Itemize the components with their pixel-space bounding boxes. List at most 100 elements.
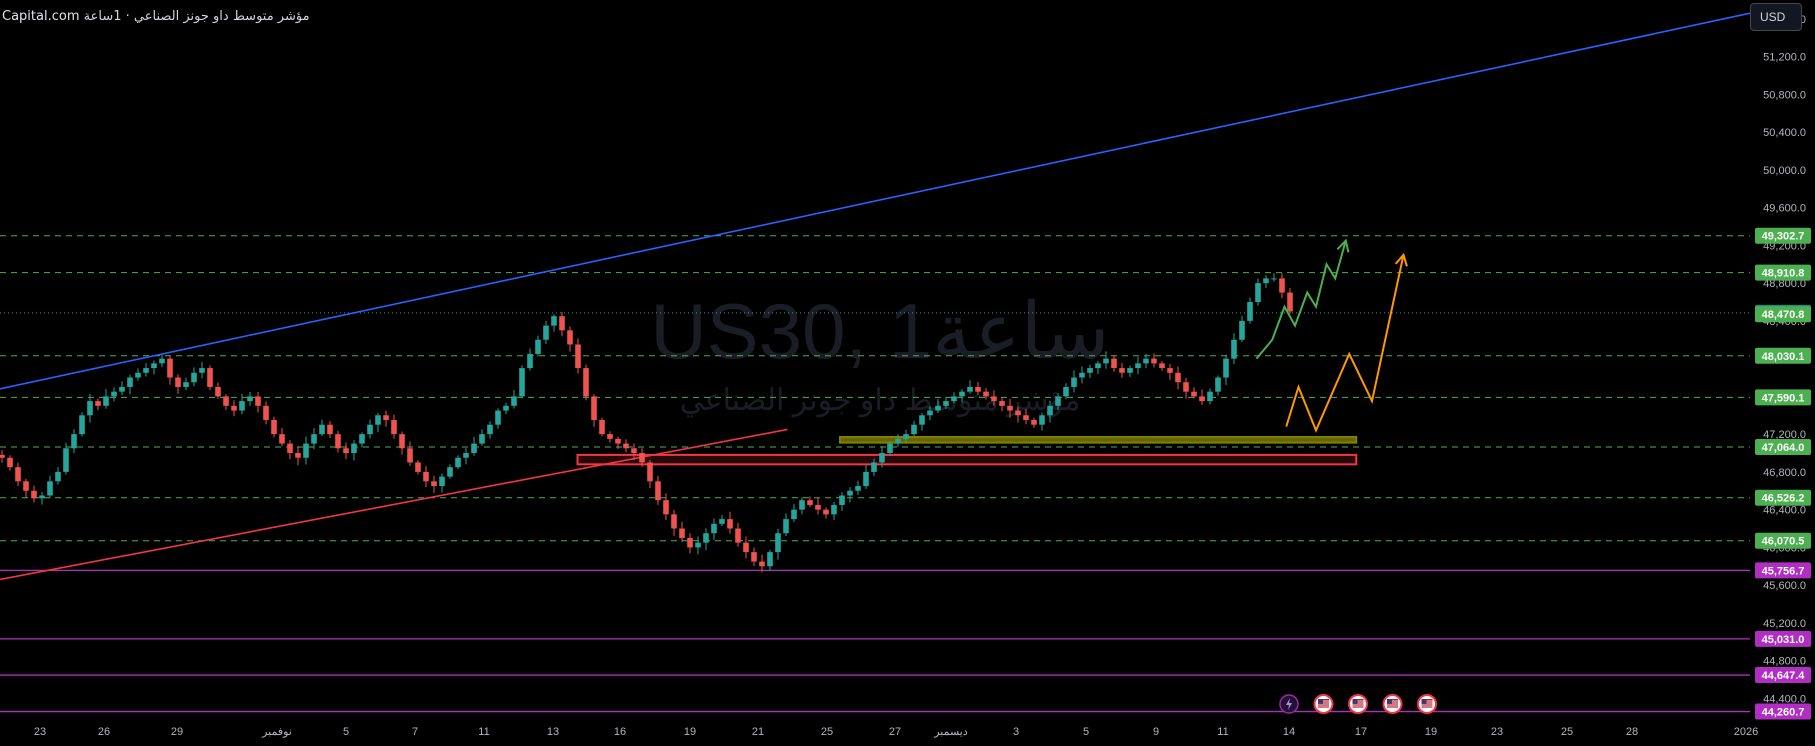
candle-body [991,396,997,402]
candle-body [415,462,421,472]
candle-body [631,448,637,454]
flash-icon[interactable] [1279,694,1299,714]
event-markers[interactable] [1279,694,1437,714]
projection-path [1285,254,1405,433]
badge-bg [1755,630,1811,647]
projection-arrowhead [1394,252,1408,267]
watermark-symbol: US30, 1ساعة [650,287,1109,375]
candle-body [1127,368,1133,373]
candle-body [1151,358,1157,364]
candle-body [343,448,349,454]
candle-body [639,453,645,463]
flag-canton [1318,699,1323,704]
flag-field [1421,699,1433,708]
currency-button[interactable]: USD [1750,3,1802,31]
candle-body [1231,339,1237,359]
badge-bg [1755,562,1811,579]
candle-body [367,424,373,435]
horizontal-levels [0,235,1750,713]
zone-rect [839,435,1358,444]
symbol-watermark: US30, 1ساعة مؤشر متوسط داو جونز الصناعي [650,287,1109,418]
us-flag-icon[interactable] [1348,694,1368,714]
candle-body [423,471,429,482]
us-flag-icon[interactable] [1417,694,1437,714]
candle-body [1247,302,1253,321]
candle-body [1183,382,1189,392]
price-tick-label: 50,800.0 [1763,89,1806,101]
candle-body [927,410,933,416]
candle-body [799,500,805,510]
badge-label: 46,526.2 [1762,493,1805,505]
candle-body [775,533,781,553]
candle-body [671,514,677,529]
badge-label: 45,031.0 [1762,634,1805,646]
candle-body [319,424,325,435]
candle-body [399,434,405,449]
candle-body [327,424,333,435]
candle-body [511,396,517,406]
candle-body [759,561,765,567]
candle-body [599,419,605,435]
projection-arrowhead [1336,238,1350,253]
bolt-shape [1286,698,1292,710]
candle-body [567,330,573,345]
candle-body [559,316,565,331]
candle-body [1111,358,1117,369]
price-level-badge: 47,064.0 [1755,438,1811,455]
candle-body [1119,368,1125,373]
candle-body [1135,363,1141,369]
candle-body [463,453,469,458]
time-tick-label: 13 [547,726,559,738]
candle-body [183,382,189,387]
candle-body [1039,415,1045,425]
candle-body [215,386,221,397]
badge-label: 48,470.8 [1762,309,1805,321]
us-flag-icon[interactable] [1382,694,1403,714]
candle-body [127,377,133,387]
candle-body [407,448,413,463]
candle-body [847,490,853,496]
price-tick-label: 50,000.0 [1763,165,1806,177]
price-axis-bg [1750,0,1815,746]
candle-body [543,325,549,340]
us-flag-icon[interactable] [1313,694,1334,714]
badge-bg [1755,703,1811,720]
candle-body [831,504,837,515]
candle-body [1223,358,1229,378]
time-tick-label: 25 [821,726,833,738]
candle-body [447,467,453,477]
flag-field [1318,699,1329,708]
candle-body [791,509,797,520]
candle-body [103,396,109,406]
time-tick-label: 29 [171,726,183,738]
candle-body [1239,320,1245,340]
time-axis[interactable]: 23 26 29 نوفمبر 5 7 11 13 16 19 21 25 27 ديسمبر 3 5 9 11 1… [34,726,1758,738]
candle-body [31,490,37,499]
badge-label: 47,064.0 [1762,442,1805,454]
candle-body [887,443,893,454]
zone-rect [576,453,1358,466]
candle-body [359,434,365,444]
price-tick-label: 45,200.0 [1763,618,1806,630]
candle-body [0,454,5,458]
price-axis[interactable]: 51,600.051,200.050,800.050,400.050,000.0… [1750,0,1815,746]
candle-body [871,462,877,472]
candle-body [719,519,725,524]
badge-bg [1755,438,1811,455]
candle-body [1215,377,1221,392]
trendline [0,12,1751,390]
candle-body [1071,377,1077,387]
badge-label: 49,302.7 [1762,231,1805,243]
candle-body [1207,391,1213,402]
badge-bg [1755,389,1811,406]
time-tick-label: 27 [889,726,901,738]
badge-bg [1755,347,1811,364]
candle-body [647,462,653,482]
candle-body [223,396,229,406]
price-level-badge: 46,526.2 [1755,489,1811,506]
candle-body [1159,363,1165,369]
time-tick-label: 16 [614,726,626,738]
trendlines [0,12,1751,581]
candle-body [1007,405,1013,411]
